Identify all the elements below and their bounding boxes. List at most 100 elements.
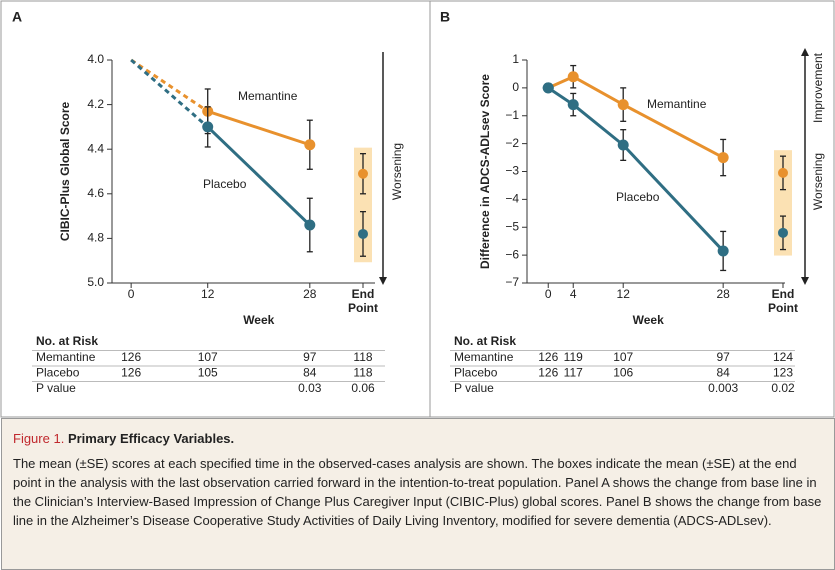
y-tick-label: 4.0 — [87, 52, 104, 66]
table-cell: 84 — [303, 366, 317, 380]
table-cell: 126 — [538, 366, 558, 380]
panel-letter: B — [440, 9, 450, 25]
table-title: No. at Risk — [454, 334, 516, 348]
end-point-marker — [358, 168, 368, 179]
table-cell: 123 — [773, 366, 793, 380]
y-tick-label: −7 — [505, 275, 519, 289]
marker — [304, 219, 316, 231]
frame — [0, 0, 835, 418]
table-cell: 105 — [198, 366, 218, 380]
table-cell: 106 — [613, 366, 633, 380]
arrow-head — [801, 48, 809, 56]
series-label: Placebo — [616, 190, 660, 204]
x-tick-label: 0 — [128, 287, 135, 301]
table-cell: 0.003 — [708, 381, 738, 395]
series-line — [572, 75, 624, 106]
marker — [567, 71, 579, 83]
direction-label: Worsening — [811, 153, 825, 210]
series-label: Memantine — [238, 89, 298, 103]
caption-head: Figure 1. Primary Efficacy Variables. — [13, 429, 824, 448]
marker — [542, 82, 554, 94]
table-row-label: Placebo — [454, 366, 498, 380]
table-cell: 97 — [716, 350, 730, 364]
marker — [567, 99, 579, 111]
y-axis-label: CIBIC-Plus Global Score — [58, 101, 72, 241]
table-row-label: Memantine — [36, 350, 96, 364]
table-row-label: P value — [454, 381, 494, 395]
table-cell: 107 — [613, 350, 633, 364]
x-tick-label: 4 — [570, 287, 577, 301]
table-cell: 124 — [773, 350, 793, 364]
y-axis-label: Difference in ADCS-ADLsev Score — [478, 74, 492, 269]
table-cell: 84 — [716, 366, 730, 380]
table-cell: 118 — [353, 350, 372, 364]
chart: A 4.0 4.2 4.4 4.6 4.8 5.0 0 12 28 End Point Week CIBI… — [0, 0, 835, 418]
table-cell: 0.03 — [298, 381, 322, 395]
y-tick-label: 4.8 — [87, 231, 104, 245]
series-line — [206, 125, 311, 227]
end-point-label: End Point — [348, 287, 378, 315]
y-tick-label: 1 — [512, 52, 519, 66]
series-line — [622, 103, 724, 159]
y-tick-label: −5 — [505, 219, 519, 233]
caption: Figure 1. Primary Efficacy Variables. Th… — [1, 418, 835, 570]
end-point-marker — [358, 228, 368, 239]
table-cell: 126 — [121, 350, 141, 364]
table-cell: 0.06 — [351, 381, 375, 395]
table-cell: 118 — [353, 366, 372, 380]
series-line — [622, 143, 725, 252]
table-row-label: Placebo — [36, 366, 80, 380]
table-cell: 117 — [564, 366, 583, 380]
series-line — [130, 58, 209, 113]
table-cell: 119 — [564, 350, 583, 364]
x-tick-label: 28 — [303, 287, 317, 301]
y-tick-label: 5.0 — [87, 275, 104, 289]
series-line — [130, 58, 209, 129]
x-axis-label: Week — [633, 313, 664, 327]
arrow-head — [801, 277, 809, 285]
series-line — [572, 103, 625, 147]
direction-label: Improvement — [811, 52, 825, 123]
x-tick-label: 0 — [545, 287, 552, 301]
caption-text: The mean (±SE) scores at each specified … — [13, 456, 822, 528]
x-tick-label: 28 — [716, 287, 730, 301]
marker — [617, 99, 629, 111]
table-cell: 107 — [198, 350, 218, 364]
y-tick-label: −6 — [505, 247, 519, 261]
end-point-marker — [778, 167, 788, 178]
marker — [304, 139, 316, 151]
end-point-label: End Point — [768, 287, 798, 315]
y-tick-label: −4 — [505, 192, 519, 206]
marker — [202, 121, 214, 133]
end-point-box — [774, 150, 792, 256]
arrow-head — [379, 277, 387, 285]
y-tick-label: 4.2 — [87, 97, 104, 111]
marker — [717, 152, 729, 164]
series-label: Placebo — [203, 177, 247, 191]
y-tick-label: 4.6 — [87, 186, 104, 200]
table-cell: 0.02 — [771, 381, 795, 395]
end-point-marker — [778, 227, 788, 238]
series-label: Memantine — [647, 97, 707, 111]
table-cell: 126 — [121, 366, 141, 380]
x-axis-label: Week — [243, 313, 274, 327]
marker — [717, 245, 729, 257]
table-row-label: P value — [36, 381, 76, 395]
y-tick-label: −3 — [505, 164, 519, 178]
direction-label: Worsening — [390, 143, 404, 200]
panel-letter: A — [12, 9, 22, 25]
y-tick-label: −2 — [505, 136, 519, 150]
y-tick-label: 4.4 — [87, 141, 104, 155]
y-tick-label: 0 — [512, 80, 519, 94]
table-cell: 126 — [538, 350, 558, 364]
x-tick-label: 12 — [617, 287, 631, 301]
y-tick-label: −1 — [505, 108, 519, 122]
table-row-label: Memantine — [454, 350, 514, 364]
marker — [617, 139, 629, 151]
caption-label: Figure 1. — [13, 431, 65, 446]
caption-title: Primary Efficacy Variables. — [67, 431, 235, 446]
table-cell: 97 — [303, 350, 317, 364]
table-title: No. at Risk — [36, 334, 98, 348]
x-tick-label: 12 — [201, 287, 215, 301]
